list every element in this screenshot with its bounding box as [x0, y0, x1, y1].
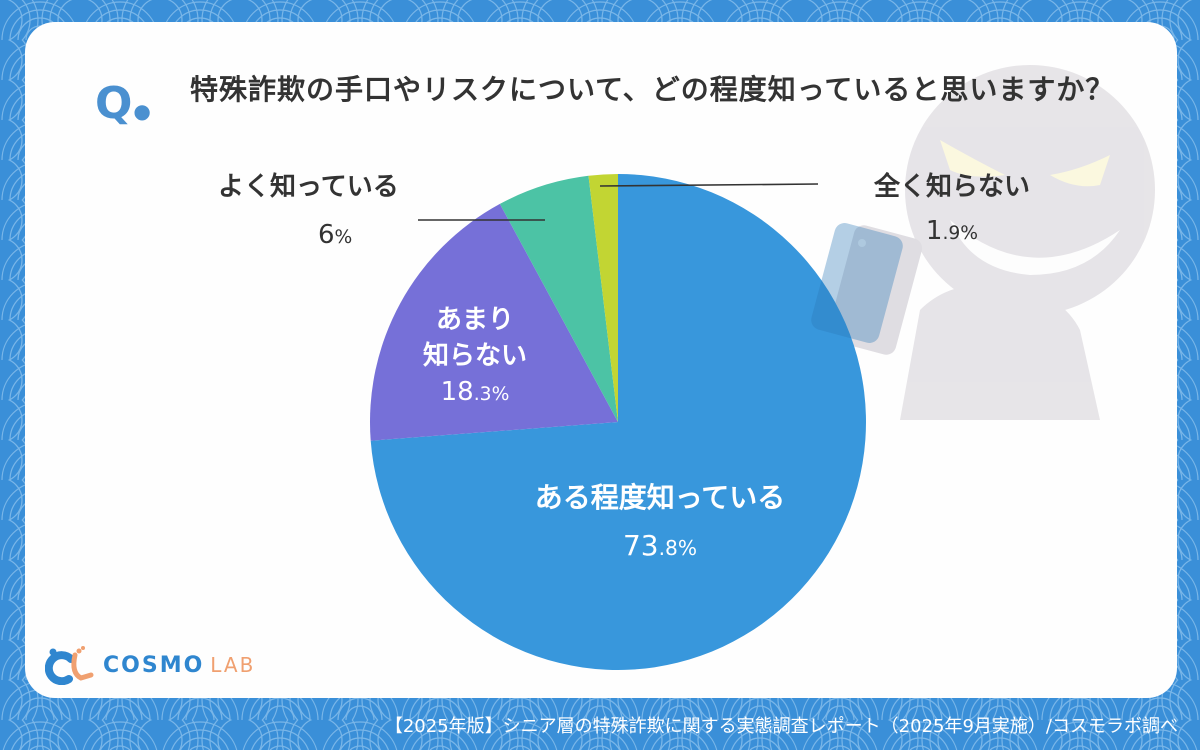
label-somewhat-know: ある程度知っている 73.8% [510, 478, 810, 568]
cosmo-lab-logo-icon [45, 646, 94, 685]
label-not-much-pct: 18.3% [440, 377, 510, 407]
label-not-much-line2: 知らない [422, 341, 527, 371]
slice-somewhat-know [370, 174, 866, 670]
scammer-illustration [827, 65, 1155, 420]
label-not-much: あまり 知らない 18.3% [400, 302, 550, 413]
label-know-well-pct: 6% [318, 220, 353, 250]
slice-not-at-all [588, 174, 618, 422]
label-not-at-all-name: 全く知らない [873, 172, 1030, 202]
slice-not-much [369, 203, 618, 441]
label-know-well-name: よく知っている [218, 172, 399, 202]
label-not-at-all: 全く知らない 1.9% [852, 168, 1052, 253]
question-mark-label: Q ● [95, 78, 151, 129]
question-dot: ● [133, 99, 150, 123]
cosmo-lab-logo: COSMO LAB [45, 645, 255, 685]
logo-wordmark: COSMO LAB [103, 653, 255, 678]
logo-sub-text: LAB [210, 652, 256, 677]
source-footer: 【2025年版】シニア層の特殊詐欺に関する実態調査レポート（2025年9月実施）… [384, 716, 1178, 737]
logo-main-text: COSMO [103, 652, 205, 678]
label-somewhat-know-name: ある程度知っている [534, 481, 786, 514]
label-not-much-line1: あまり [435, 305, 514, 335]
leader-line-not-at-all [599, 183, 819, 187]
label-know-well: よく知っている 6% [218, 168, 438, 257]
label-somewhat-know-pct: 73.8% [622, 529, 698, 562]
question-text: 特殊詐欺の手口やリスクについて、どの程度知っていると思いますか？ [190, 73, 1115, 106]
label-not-at-all-pct: 1.9% [925, 216, 979, 246]
phone-overlay [811, 223, 903, 343]
question-prefix: Q [95, 78, 132, 129]
slice-know-well [499, 175, 618, 422]
